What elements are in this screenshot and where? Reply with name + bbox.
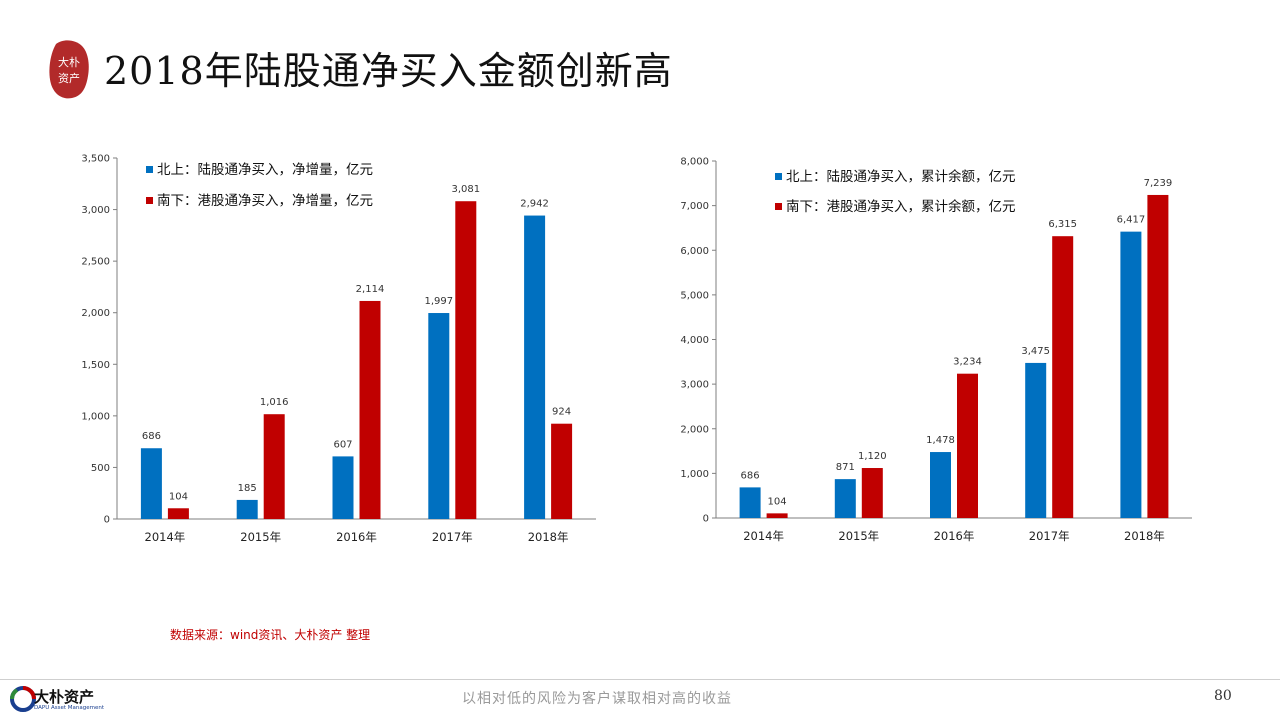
southbound-bar bbox=[1147, 194, 1169, 518]
page-number: 80 bbox=[1214, 688, 1232, 704]
x-category-label: 2018年 bbox=[1124, 529, 1165, 543]
northbound-bar bbox=[332, 456, 354, 519]
southbound-bar bbox=[766, 513, 788, 518]
x-category-label: 2018年 bbox=[528, 530, 569, 544]
y-tick-label: 7,000 bbox=[680, 201, 709, 212]
data-label: 3,081 bbox=[451, 184, 480, 195]
northbound-bar bbox=[140, 448, 162, 519]
svg-text:资产: 资产 bbox=[58, 71, 80, 85]
northbound-bar bbox=[236, 499, 258, 519]
y-tick-label: 3,000 bbox=[81, 205, 110, 216]
x-category-label: 2017年 bbox=[432, 530, 473, 544]
data-label: 1,478 bbox=[926, 435, 955, 446]
legend-label: 南下：港股通净买入，净增量，亿元 bbox=[157, 193, 373, 209]
northbound-bar bbox=[428, 313, 450, 519]
x-category-label: 2015年 bbox=[240, 530, 281, 544]
y-tick-label: 2,500 bbox=[81, 257, 110, 268]
legend-label: 南下：港股通净买入，累计余额，亿元 bbox=[786, 198, 1016, 215]
y-tick-label: 5,000 bbox=[680, 290, 709, 301]
y-tick-label: 6,000 bbox=[680, 246, 709, 257]
x-category-label: 2015年 bbox=[838, 529, 879, 543]
southbound-bar bbox=[455, 201, 477, 519]
southbound-bar bbox=[167, 508, 189, 519]
data-label: 3,234 bbox=[953, 357, 982, 368]
northbound-bar bbox=[834, 479, 856, 518]
data-label: 185 bbox=[238, 483, 257, 494]
legend-swatch bbox=[775, 203, 782, 210]
x-category-label: 2017年 bbox=[1029, 529, 1070, 543]
northbound-bar bbox=[739, 487, 761, 518]
legend-label: 北上：陆股通净买入，净增量，亿元 bbox=[157, 162, 373, 178]
y-tick-label: 1,000 bbox=[81, 411, 110, 422]
chart-cumulative-balance-svg: 0 1,000 2,000 3,000 4,000 5,000 6,000 7,000 8,00… bbox=[680, 157, 1192, 543]
southbound-bar bbox=[551, 423, 573, 519]
northbound-bar bbox=[1025, 362, 1047, 518]
data-label: 104 bbox=[768, 496, 787, 507]
northbound-bar bbox=[930, 452, 951, 518]
x-category-label: 2014年 bbox=[145, 530, 186, 544]
data-label: 6,315 bbox=[1048, 219, 1077, 230]
y-tick-label: 0 bbox=[703, 514, 709, 525]
y-tick-label: 2,000 bbox=[680, 424, 709, 435]
y-tick-label: 0 bbox=[104, 515, 110, 526]
data-label: 1,997 bbox=[424, 296, 453, 307]
data-label: 871 bbox=[836, 462, 855, 473]
chart-net-increment-svg: 0 500 1,000 1,500 2,000 2,500 3,000 3,500 2014年 6… bbox=[81, 154, 596, 544]
data-label: 2,942 bbox=[520, 199, 549, 210]
chart-net-increment: 0 500 1,000 1,500 2,000 2,500 3,000 3,500 2014年 6… bbox=[40, 140, 620, 560]
y-tick-label: 3,500 bbox=[81, 154, 110, 165]
southbound-bar bbox=[263, 414, 285, 519]
legend-swatch bbox=[775, 173, 782, 180]
legend-swatch bbox=[146, 166, 153, 173]
data-label: 924 bbox=[552, 407, 571, 418]
y-tick-label: 500 bbox=[91, 463, 110, 474]
northbound-bar bbox=[524, 215, 546, 519]
company-logo bbox=[10, 686, 120, 716]
y-tick-label: 1,500 bbox=[81, 360, 110, 371]
data-label: 104 bbox=[169, 491, 188, 502]
data-label: 1,120 bbox=[858, 451, 887, 462]
data-label: 686 bbox=[142, 431, 161, 442]
company-seal-logo: 大朴 资产 bbox=[48, 38, 90, 100]
data-label: 2,114 bbox=[356, 284, 385, 295]
y-tick-label: 8,000 bbox=[680, 157, 709, 168]
data-label: 6,417 bbox=[1117, 215, 1146, 226]
southbound-bar bbox=[1052, 236, 1074, 518]
source-note: 数据来源：wind资讯、大朴资产 整理 bbox=[170, 628, 371, 642]
x-category-label: 2016年 bbox=[336, 530, 377, 544]
footer-divider bbox=[0, 679, 1280, 680]
y-tick-label: 3,000 bbox=[680, 380, 709, 391]
y-tick-label: 4,000 bbox=[680, 335, 709, 346]
company-name-en: DAPU Asset Management bbox=[34, 705, 105, 711]
data-label: 686 bbox=[741, 470, 760, 481]
page-title: 2018年陆股通净买入金额创新高 bbox=[104, 49, 673, 93]
company-logo-icon bbox=[10, 686, 36, 712]
company-name: 大朴资产 bbox=[34, 688, 95, 706]
y-tick-label: 1,000 bbox=[680, 469, 709, 480]
data-label: 3,475 bbox=[1021, 346, 1050, 357]
data-label: 1,016 bbox=[260, 397, 289, 408]
svg-text:大朴: 大朴 bbox=[58, 55, 80, 69]
data-label: 7,239 bbox=[1144, 178, 1173, 189]
southbound-bar bbox=[861, 468, 883, 518]
legend-label: 北上：陆股通净买入，累计余额，亿元 bbox=[786, 168, 1016, 185]
x-category-label: 2014年 bbox=[743, 529, 784, 543]
southbound-bar bbox=[957, 373, 978, 518]
y-tick-label: 2,000 bbox=[81, 308, 110, 319]
footer-slogan: 以相对低的风险为客户谋取相对高的收益 bbox=[462, 691, 732, 707]
northbound-bar bbox=[1120, 231, 1142, 519]
legend-swatch bbox=[146, 197, 153, 204]
data-label: 607 bbox=[333, 439, 352, 450]
southbound-bar bbox=[359, 300, 381, 519]
chart-cumulative-balance: 0 1,000 2,000 3,000 4,000 5,000 6,000 7,000 8,00… bbox=[650, 140, 1210, 560]
x-category-label: 2016年 bbox=[934, 529, 975, 543]
